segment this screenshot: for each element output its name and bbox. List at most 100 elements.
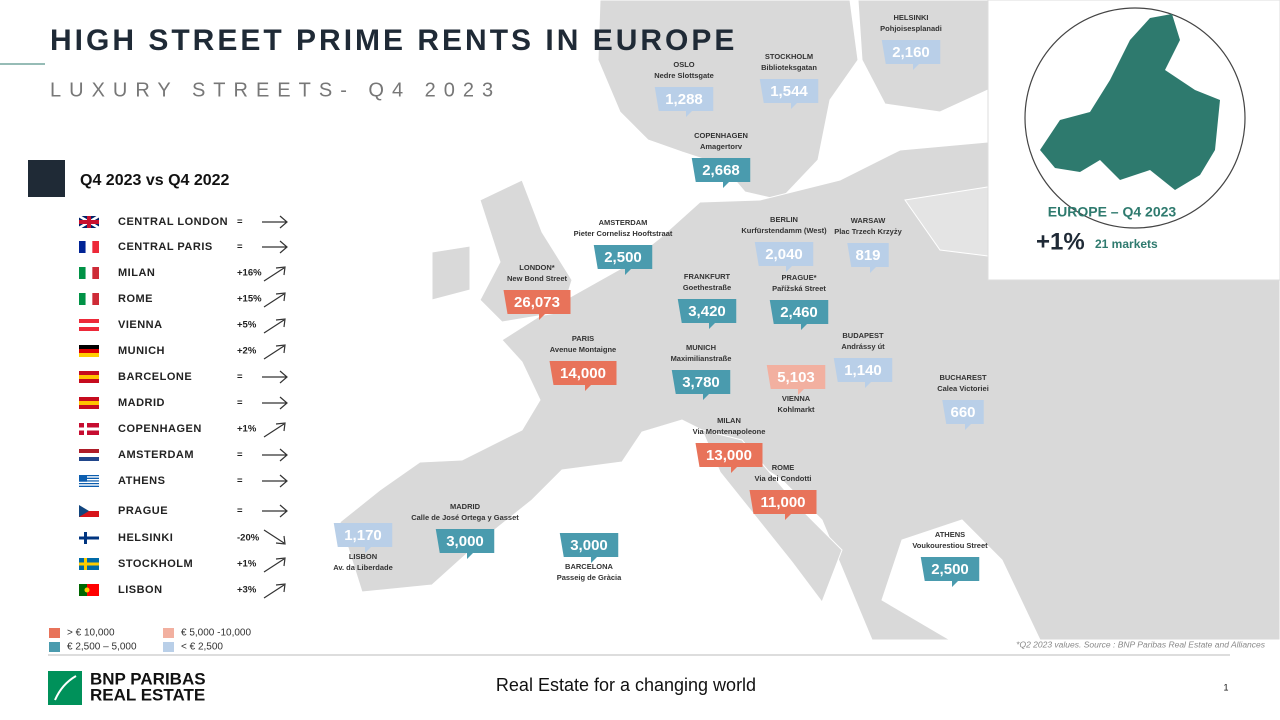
summary-title: EUROPE – Q4 2023: [1048, 204, 1177, 220]
city-label: BARCELONE: [118, 371, 192, 383]
city-label: COPENHAGEN: [118, 423, 202, 435]
flag-part: [79, 562, 99, 566]
comparison-heading: Q4 2023 vs Q4 2022: [80, 172, 230, 189]
flag-part: [79, 475, 99, 477]
market-street: Voukourestiou Street: [912, 541, 988, 550]
market-city: PARIS: [572, 334, 594, 343]
rent-value: 3,780: [682, 374, 720, 391]
market-city: BARCELONA: [565, 562, 613, 571]
flag-part: [92, 241, 99, 253]
flag-part: [79, 401, 99, 405]
subtitle: LUXURY STREETS- Q4 2023: [50, 79, 501, 101]
change-label: =: [237, 506, 243, 517]
flag-part: [79, 405, 99, 409]
rent-value: 11,000: [760, 494, 805, 511]
flag-part: [79, 475, 87, 482]
flag: [79, 449, 99, 461]
market-city: STOCKHOLM: [765, 52, 813, 61]
change-label: +2%: [237, 346, 257, 357]
flag-part: [79, 536, 99, 540]
flag: [78, 214, 100, 230]
market-city: AMSTERDAM: [599, 218, 648, 227]
flag-part: [87, 584, 99, 596]
flag: [79, 345, 99, 357]
rent-value: 1,544: [770, 83, 808, 100]
rent-badge: [833, 358, 893, 388]
flag: [79, 475, 99, 487]
city-label: ATHENS: [118, 475, 165, 487]
trend-arrow: [263, 529, 286, 545]
flag-part: [79, 505, 99, 511]
flag-part: [79, 319, 99, 323]
market-street: Maximilianstraße: [671, 354, 732, 363]
flag: [79, 267, 99, 279]
city-label: PRAGUE: [118, 505, 168, 517]
flag-part: [79, 220, 99, 224]
rent-value: 819: [855, 247, 880, 264]
flag-part: [79, 584, 87, 596]
trend-arrow: [263, 292, 286, 308]
trend-arrow: [263, 318, 286, 334]
trend-arrow: [262, 448, 288, 462]
flag-part: [79, 293, 86, 305]
page-number: 1: [1223, 682, 1228, 692]
flag: [79, 319, 99, 331]
market-street: Pohjoisesplanadi: [880, 24, 942, 33]
trend-arrow: [263, 344, 286, 360]
rent-value: 3,420: [688, 303, 726, 320]
flag-part: [79, 353, 99, 357]
market-street: Nedre Slottsgate: [654, 71, 714, 80]
rent-badge: [435, 529, 495, 559]
flag-part: [79, 511, 99, 517]
change-label: -20%: [237, 533, 260, 544]
market-city: COPENHAGEN: [694, 131, 748, 140]
rent-badge: [754, 242, 814, 272]
rent-value: 26,073: [514, 294, 560, 311]
flag-part: [85, 241, 93, 253]
tagline: Real Estate for a changing world: [496, 675, 756, 695]
market-city: MUNICH: [686, 343, 716, 352]
trend-arrow: [262, 504, 288, 518]
market-street: Calea Victoriei: [937, 384, 989, 393]
rent-badge: [847, 243, 889, 273]
trend-arrow: [263, 266, 286, 282]
market-city: ROME: [772, 463, 795, 472]
market-street: Kohlmarkt: [777, 405, 815, 414]
rent-badge: [654, 87, 714, 117]
rent-value: 14,000: [560, 365, 606, 382]
flag-part: [85, 293, 93, 305]
summary-value: +1%: [1036, 228, 1085, 255]
legend-label: > € 10,000: [67, 628, 115, 639]
heading-square: [28, 160, 65, 197]
change-label: =: [237, 372, 243, 383]
flag: [79, 371, 99, 383]
market-street: Via dei Condotti: [755, 474, 812, 483]
rent-badge: [942, 400, 984, 430]
brand-line: REAL ESTATE: [90, 685, 205, 704]
rent-badge: [881, 40, 941, 70]
flag: [79, 505, 99, 517]
rent-badge: [593, 245, 653, 275]
city-label: CENTRAL PARIS: [118, 241, 213, 253]
legend-label: € 5,000 -10,000: [181, 628, 251, 639]
trend-arrow: [263, 557, 286, 573]
rent-badge: [671, 370, 731, 400]
market-city: BERLIN: [770, 215, 798, 224]
flag-part: [79, 485, 99, 487]
rent-badge: [749, 490, 817, 520]
trend-arrow: [262, 215, 288, 229]
rent-badge: [920, 557, 980, 587]
flag: [79, 293, 99, 305]
change-label: =: [237, 398, 243, 409]
flag: [79, 397, 99, 409]
market-city: LONDON*: [519, 263, 554, 272]
flag-part: [79, 345, 99, 349]
change-label: =: [237, 476, 243, 487]
market-street: Via Montenapoleone: [693, 427, 766, 436]
flag-part: [92, 267, 99, 279]
rent-value: 5,103: [777, 369, 815, 386]
rent-value: 1,288: [665, 91, 703, 108]
change-label: +1%: [237, 559, 257, 570]
flag-part: [79, 484, 99, 486]
flag-part: [79, 397, 99, 401]
